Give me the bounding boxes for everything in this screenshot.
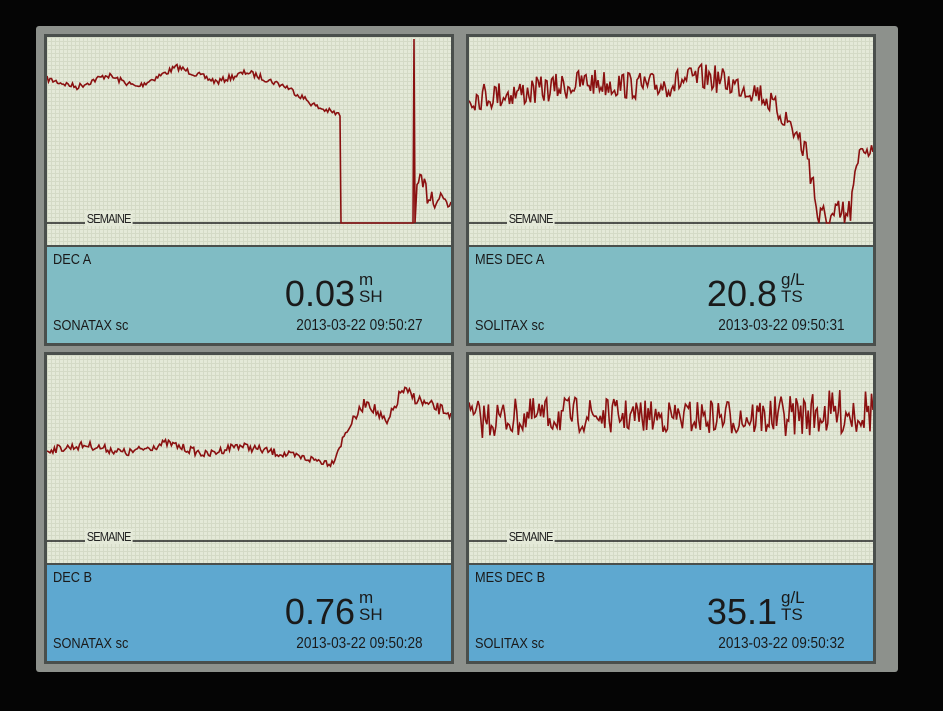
measure-value: 0.76: [285, 591, 355, 633]
unit-bottom: SH: [359, 606, 383, 623]
measure-name: MES DEC B: [475, 569, 545, 586]
trend-trace: [469, 64, 873, 223]
axis-label: SEMAINE: [85, 529, 132, 544]
page: {"panels": [ {"axis_label": "SEMAINE", "…: [0, 0, 943, 711]
unit-bottom: TS: [781, 606, 805, 623]
sensor-name: SOLITAX sc: [475, 635, 544, 652]
unit-bottom: TS: [781, 288, 805, 305]
trend-trace: [47, 39, 451, 223]
timestamp: 2013-03-22 09:50:31: [719, 317, 845, 335]
unit-top: g/L: [781, 271, 805, 288]
axis-label: SEMAINE: [85, 211, 132, 226]
unit-bottom: SH: [359, 288, 383, 305]
measure-name: DEC A: [53, 251, 91, 268]
trend-chart: SEMAINE: [47, 37, 451, 245]
unit-top: g/L: [781, 589, 805, 606]
sensor-name: SONATAX sc: [53, 635, 128, 652]
trend-chart: SEMAINE: [469, 355, 873, 563]
sensor-name: SONATAX sc: [53, 317, 128, 334]
unit-top: m: [359, 271, 383, 288]
trend-chart: SEMAINE: [47, 355, 451, 563]
timestamp: 2013-03-22 09:50:28: [297, 635, 423, 653]
unit-top: m: [359, 589, 383, 606]
axis-label: SEMAINE: [507, 211, 554, 226]
timestamp: 2013-03-22 09:50:32: [719, 635, 845, 653]
trend-chart: SEMAINE: [469, 37, 873, 245]
measure-value: 35.1: [707, 591, 777, 633]
axis-label: SEMAINE: [507, 529, 554, 544]
trend-trace: [47, 387, 451, 466]
trend-trace: [469, 390, 873, 438]
timestamp: 2013-03-22 09:50:27: [297, 317, 423, 335]
sensor-name: SOLITAX sc: [475, 317, 544, 334]
measure-value: 20.8: [707, 273, 777, 315]
measure-value: 0.03: [285, 273, 355, 315]
measure-name: MES DEC A: [475, 251, 544, 268]
measure-name: DEC B: [53, 569, 92, 586]
